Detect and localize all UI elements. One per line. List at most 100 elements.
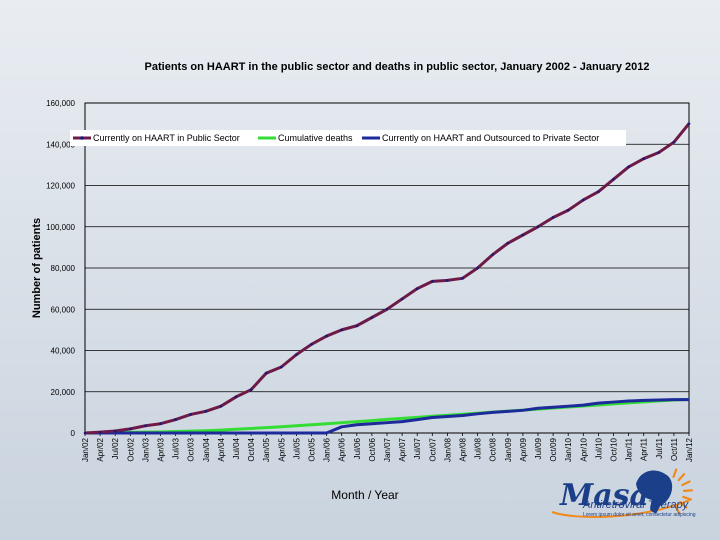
series-outsourced-line	[85, 398, 689, 435]
x-tick-label: Oct/10	[610, 437, 619, 461]
x-tick-label: Jan/03	[141, 437, 150, 462]
data-point	[506, 241, 510, 245]
data-point	[189, 413, 192, 416]
data-point	[340, 328, 344, 332]
legend-box	[70, 130, 626, 146]
data-point	[431, 280, 434, 283]
x-tick-label: Oct/02	[126, 437, 135, 461]
y-tick-label: 60,000	[51, 305, 76, 314]
data-point	[672, 140, 676, 144]
data-point	[400, 297, 404, 301]
x-tick-label: Apr/10	[579, 437, 588, 461]
x-tick-label: Apr/02	[96, 437, 105, 461]
data-point	[280, 365, 283, 369]
x-tick-label: Apr/08	[459, 437, 468, 461]
x-tick-label: Oct/07	[428, 437, 437, 461]
data-point	[476, 266, 479, 270]
data-point	[521, 233, 525, 237]
x-tick-label: Jan/05	[262, 437, 271, 462]
x-tick-label: Apr/09	[519, 437, 528, 461]
x-tick-labels: Jan/02 Apr/02 Jul/02 Oct/02 Jan/03 Apr/03 Jul/…	[81, 433, 694, 462]
x-tick-label: Apr/06	[338, 437, 347, 461]
x-tick-label: Oct/03	[187, 437, 196, 461]
data-point	[536, 225, 540, 229]
x-tick-label: Oct/11	[670, 437, 679, 461]
data-point	[551, 216, 555, 219]
data-point	[446, 279, 449, 282]
data-point	[642, 157, 645, 160]
x-tick-label: Jul/07	[413, 437, 422, 459]
x-tick-label: Jul/05	[292, 437, 301, 459]
series-public-sector	[83, 122, 691, 435]
data-point	[144, 424, 147, 428]
data-point	[234, 395, 238, 399]
sun-ray	[672, 468, 678, 479]
y-tick-labels: 0 20,000 40,000 60,000 80,000 100,000 120,000 1…	[46, 99, 75, 438]
data-point	[264, 371, 268, 375]
data-point	[355, 324, 359, 328]
data-point	[597, 190, 600, 193]
data-point	[295, 353, 298, 356]
data-point	[83, 431, 87, 435]
data-point	[582, 198, 585, 202]
series-public-sector-line	[84, 122, 691, 435]
data-point	[129, 427, 132, 431]
sun-ray	[677, 473, 686, 482]
sun-ray	[681, 480, 691, 487]
y-tick-label: 20,000	[51, 388, 76, 397]
legend-marker-public-sector	[80, 136, 84, 140]
y-tick-label: 40,000	[51, 347, 76, 356]
y-tick-label: 0	[71, 429, 76, 438]
x-tick-label: Jul/11	[655, 437, 664, 458]
data-point	[687, 122, 691, 125]
legend-label-outsourced: Currently on HAART and Outsourced to Pri…	[382, 133, 599, 143]
y-tick-label: 80,000	[51, 264, 76, 273]
x-tick-label: Jul/06	[353, 437, 362, 459]
x-tick-label: Apr/05	[277, 437, 286, 461]
legend-label-public-sector: Currently on HAART in Public Sector	[93, 133, 240, 143]
sun-ray	[679, 501, 688, 509]
data-point	[461, 277, 464, 280]
legend: Currently on HAART in Public Sector Cumu…	[70, 130, 626, 146]
series-lines	[83, 122, 691, 435]
logo-sun-rays-icon	[672, 468, 694, 515]
series-outsourced	[85, 398, 689, 435]
data-point	[566, 208, 570, 212]
data-point	[310, 343, 313, 346]
y-gridlines	[85, 143, 689, 393]
x-tick-label: Oct/08	[489, 437, 498, 461]
logo-subtitle: Antiretroviral Therapy	[582, 499, 690, 511]
chart-title: Patients on HAART in the public sector a…	[145, 61, 650, 73]
data-point	[98, 430, 102, 434]
legend-label-cumulative-deaths: Cumulative deaths	[278, 133, 353, 143]
x-axis-label: Month / Year	[331, 488, 398, 502]
data-point	[159, 422, 162, 426]
sun-ray	[682, 489, 694, 492]
y-axis-label: Number of patients	[31, 218, 43, 318]
data-point	[657, 151, 661, 154]
y-tick-label: 100,000	[46, 223, 75, 232]
data-point	[325, 334, 328, 338]
x-tick-label: Jan/11	[625, 437, 634, 461]
data-point	[370, 316, 374, 319]
masa-logo: Masa Antiretroviral Therapy Lorem ipsum …	[551, 468, 696, 518]
data-point	[174, 418, 177, 421]
data-point	[385, 307, 389, 311]
x-tick-label: Jul/10	[594, 437, 603, 459]
x-tick-label: Jan/10	[564, 437, 573, 462]
data-point	[612, 178, 615, 181]
data-point	[249, 388, 253, 391]
x-tick-label: Jan/09	[504, 437, 513, 462]
data-point	[204, 410, 208, 413]
y-tick-label: 160,000	[46, 99, 75, 108]
x-tick-label: Jul/08	[474, 437, 483, 459]
x-tick-label: Oct/09	[549, 437, 558, 461]
x-tick-label: Apr/03	[157, 437, 166, 461]
x-tick-label: Apr/04	[217, 437, 226, 461]
data-point	[219, 404, 223, 408]
x-tick-label: Apr/07	[398, 437, 407, 461]
data-point	[491, 253, 495, 256]
x-tick-label: Jul/09	[534, 437, 543, 459]
